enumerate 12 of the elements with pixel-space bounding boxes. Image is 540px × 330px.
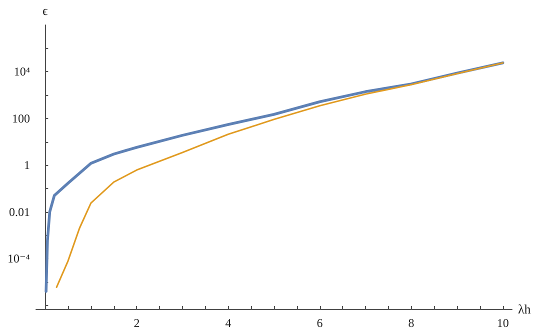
y-tick-label: 10⁻⁴ — [7, 252, 30, 266]
x-axis-title: λh — [518, 302, 532, 316]
x-tick-label: 4 — [225, 316, 232, 330]
y-axis-title: ϵ — [42, 3, 48, 18]
x-tick-label: 2 — [134, 316, 140, 330]
y-tick-label: 0.01 — [9, 204, 30, 219]
x-tick-label: 10 — [496, 316, 509, 330]
y-tick-label: 1 — [24, 158, 30, 172]
x-tick-label: 8 — [408, 316, 414, 330]
y-tick-label: 100 — [12, 111, 30, 126]
y-tick-label: 10⁴ — [14, 64, 30, 79]
x-tick-label: 6 — [316, 316, 323, 330]
